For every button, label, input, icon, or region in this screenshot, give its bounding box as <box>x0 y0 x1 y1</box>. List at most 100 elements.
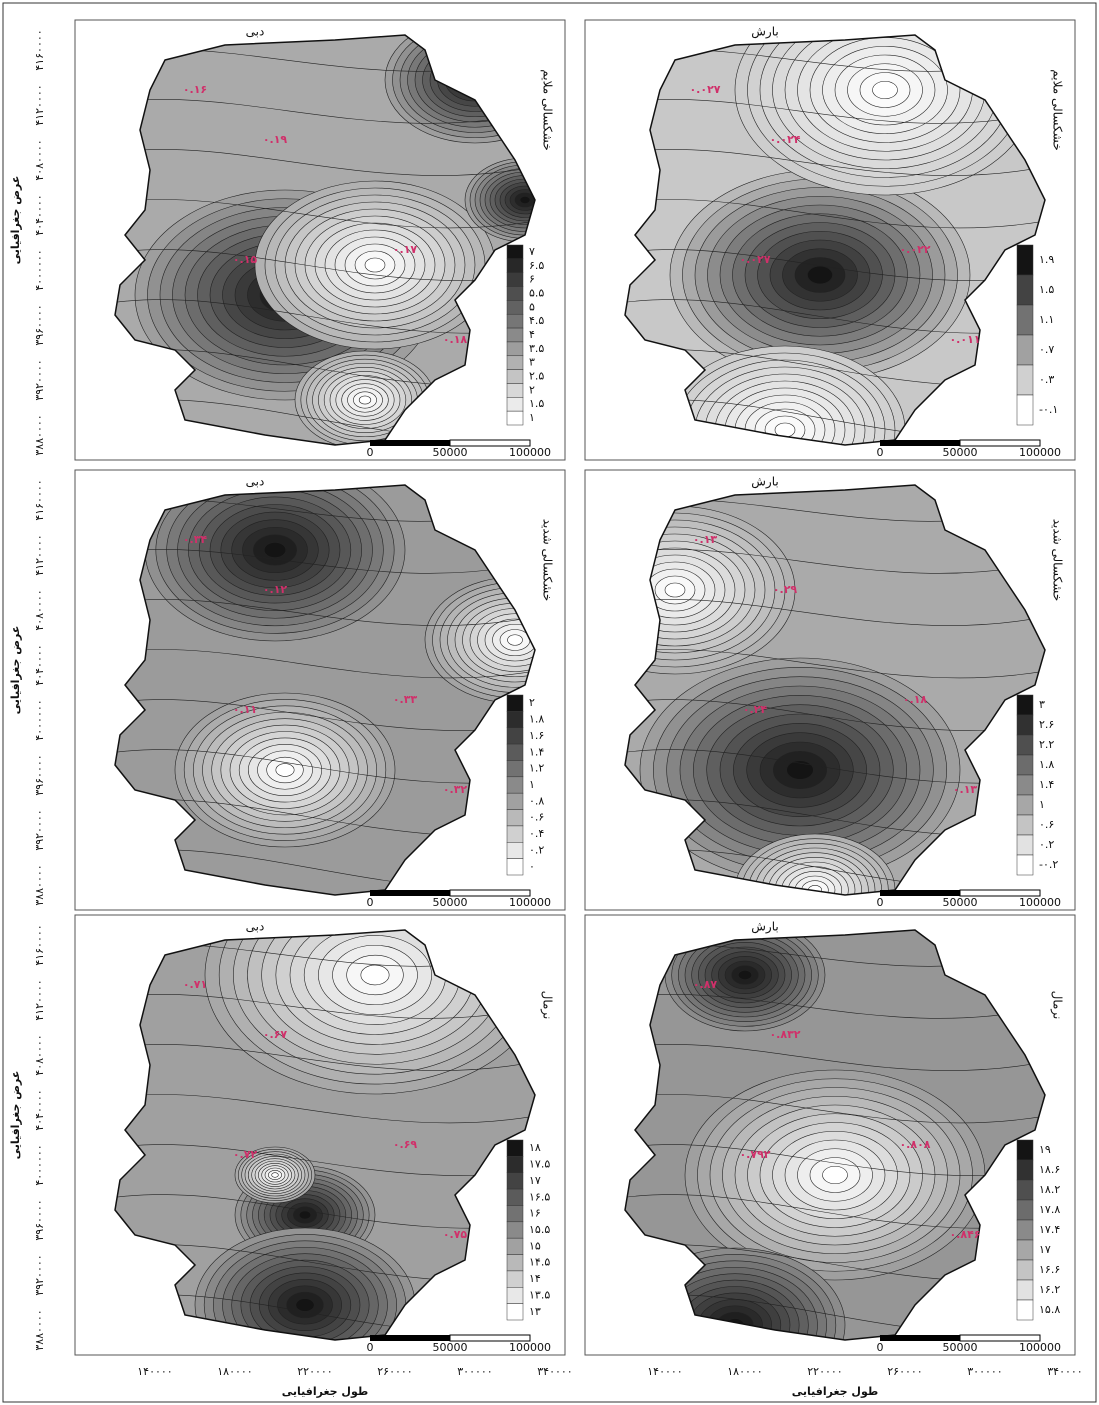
legend-label: ۴ <box>529 328 535 341</box>
condition-label: خشکسالی ملایم <box>1051 69 1065 151</box>
y-tick-label: ۳۸۸۰۰۰۰ <box>33 414 46 455</box>
panel-title: دبی <box>246 920 265 934</box>
legend-label: ۲.۲ <box>1039 738 1054 751</box>
x-tick-label: ۱۴۰۰۰۰ <box>137 1365 172 1378</box>
region-outline <box>624 484 1046 896</box>
legend-label: ۱۶.۲ <box>1039 1283 1060 1296</box>
legend-label: ۱ <box>529 778 535 791</box>
legend-swatch <box>1016 1199 1034 1221</box>
x-tick-label: ۳۰۰۰۰۰ <box>967 1365 1002 1378</box>
contour-label: ۰.۷۱ <box>183 978 207 991</box>
legend-swatch <box>506 711 524 728</box>
scale-bar-white <box>959 889 1041 897</box>
legend-label: ۱۷.۸ <box>1039 1203 1060 1216</box>
contour-label: ۰.۸۳۲ <box>769 1028 800 1041</box>
contour <box>263 542 287 558</box>
contour <box>295 1298 315 1312</box>
scale-bar-black <box>880 890 960 896</box>
panel-title: بارش <box>751 25 778 40</box>
legend-label: ۱۷.۴ <box>1039 1223 1060 1236</box>
legend-label: ۰.۳ <box>1039 373 1054 386</box>
contour-label: ۰.۰۱۱ <box>949 333 980 346</box>
scale-label: 100000 <box>509 446 551 459</box>
contour <box>358 395 372 405</box>
contour <box>360 964 390 986</box>
legend-label: ۶.۵ <box>529 259 544 272</box>
contour-label: ۰.۷۹۲ <box>739 1148 770 1161</box>
legend-label: ۱۸.۶ <box>1039 1163 1060 1176</box>
legend-swatch <box>1016 274 1034 306</box>
legend-label: ۱۶ <box>529 1207 541 1220</box>
legend-swatch <box>506 1303 524 1321</box>
x-axis-title: طول جغرافیایی <box>792 1385 878 1398</box>
y-tick-label: ۴۰۰۰۰۰۰ <box>33 699 46 740</box>
y-tick-label: ۴۰۴۰۰۰۰ <box>33 1089 46 1130</box>
legend-label: -۰.۲ <box>1039 858 1058 871</box>
legend-label: ۱.۶ <box>529 729 544 742</box>
condition-label: نرمال <box>1050 991 1065 1020</box>
contour-label: ۰.۱۵ <box>233 253 258 266</box>
legend-swatch <box>506 286 524 301</box>
scale-bar-black <box>370 1335 450 1341</box>
legend-label: ۴.۵ <box>529 314 544 327</box>
legend-label: ۰.۸ <box>529 794 544 807</box>
legend-label: ۱.۵ <box>1039 283 1054 296</box>
y-axis-title: عرض جغرافیایی <box>9 176 22 265</box>
y-tick-label: ۴۱۶۰۰۰۰ <box>33 29 46 70</box>
y-axis-title: عرض جغرافیایی <box>9 626 22 715</box>
legend-swatch <box>506 1221 524 1239</box>
scale-label: 100000 <box>509 896 551 909</box>
scale-label: 100000 <box>1019 1341 1061 1354</box>
contour-label: ۰.۱۷ <box>393 243 418 256</box>
x-tick-label: ۳۴۰۰۰۰ <box>537 1365 572 1378</box>
map-area <box>625 485 1045 895</box>
legend-swatch <box>506 776 524 794</box>
legend-label: ۰.۲ <box>529 843 544 856</box>
region-outline <box>114 929 536 1341</box>
legend-swatch <box>506 1270 524 1288</box>
scale-label: 0 <box>877 896 884 909</box>
legend-label: ۰.۴ <box>529 827 544 840</box>
legend-label: -۰.۱ <box>1039 403 1058 416</box>
x-tick-label: ۲۲۰۰۰۰ <box>297 1365 332 1378</box>
scale-bar-white <box>449 889 531 897</box>
legend-label: ۳ <box>1039 698 1045 711</box>
legend-swatch <box>506 1156 524 1173</box>
legend-label: ۱۸.۲ <box>1039 1183 1060 1196</box>
x-axis-title: طول جغرافیایی <box>282 1385 368 1398</box>
x-tick-label: ۱۸۰۰۰۰ <box>217 1365 252 1378</box>
legend-label: ۱۹ <box>1039 1143 1051 1156</box>
legend-swatch <box>506 258 524 273</box>
legend-swatch <box>506 842 524 859</box>
scale-bar-black <box>370 440 450 446</box>
y-tick-label: ۳۹۲۰۰۰۰ <box>33 1254 46 1295</box>
legend-swatch <box>506 1139 524 1157</box>
scale-label: 100000 <box>509 1341 551 1354</box>
legend-swatch <box>506 369 524 384</box>
contour <box>298 1210 312 1220</box>
legend-label: ۷ <box>529 245 535 258</box>
legend-swatch <box>506 1237 524 1255</box>
legend-swatch <box>1016 1279 1034 1301</box>
legend-swatch <box>506 694 524 712</box>
y-tick-label: ۳۸۸۰۰۰۰ <box>33 1309 46 1350</box>
contour-label: ۰.۰۲۷ <box>739 253 770 266</box>
scale-label: 0 <box>877 1341 884 1354</box>
legend-swatch <box>1016 394 1034 426</box>
map-panel: ۰.۳۴ ۰.۱۲ ۰.۳۳ ۰.۱۱ ۰.۳۲ دبی خشکسالی شدید ۲ ۱.۸ ۱… <box>74 469 566 911</box>
legend-swatch <box>1016 1239 1034 1261</box>
y-tick-label: ۴۱۶۰۰۰۰ <box>33 479 46 520</box>
legend-swatch <box>506 809 524 827</box>
contour <box>271 1172 279 1178</box>
x-tick-label: ۳۰۰۰۰۰ <box>457 1365 492 1378</box>
map-panel: ۰.۷۱ ۰.۶۷ ۰.۶۹ ۰.۷۲ ۰.۷۵ دبی نرمال ۱۸ ۱۷.۵ ۱۷ ۱۶.۵… <box>74 914 566 1356</box>
legend-label: ۱.۱ <box>1039 313 1054 326</box>
legend-label: ۰.۶ <box>529 811 544 824</box>
contour-label: ۰.۰۲۷ <box>689 83 720 96</box>
legend-swatch <box>506 1188 524 1206</box>
legend-swatch <box>1016 364 1034 396</box>
y-axis-title: عرض جغرافیایی <box>9 1071 22 1160</box>
x-tick-label: ۱۴۰۰۰۰ <box>647 1365 682 1378</box>
